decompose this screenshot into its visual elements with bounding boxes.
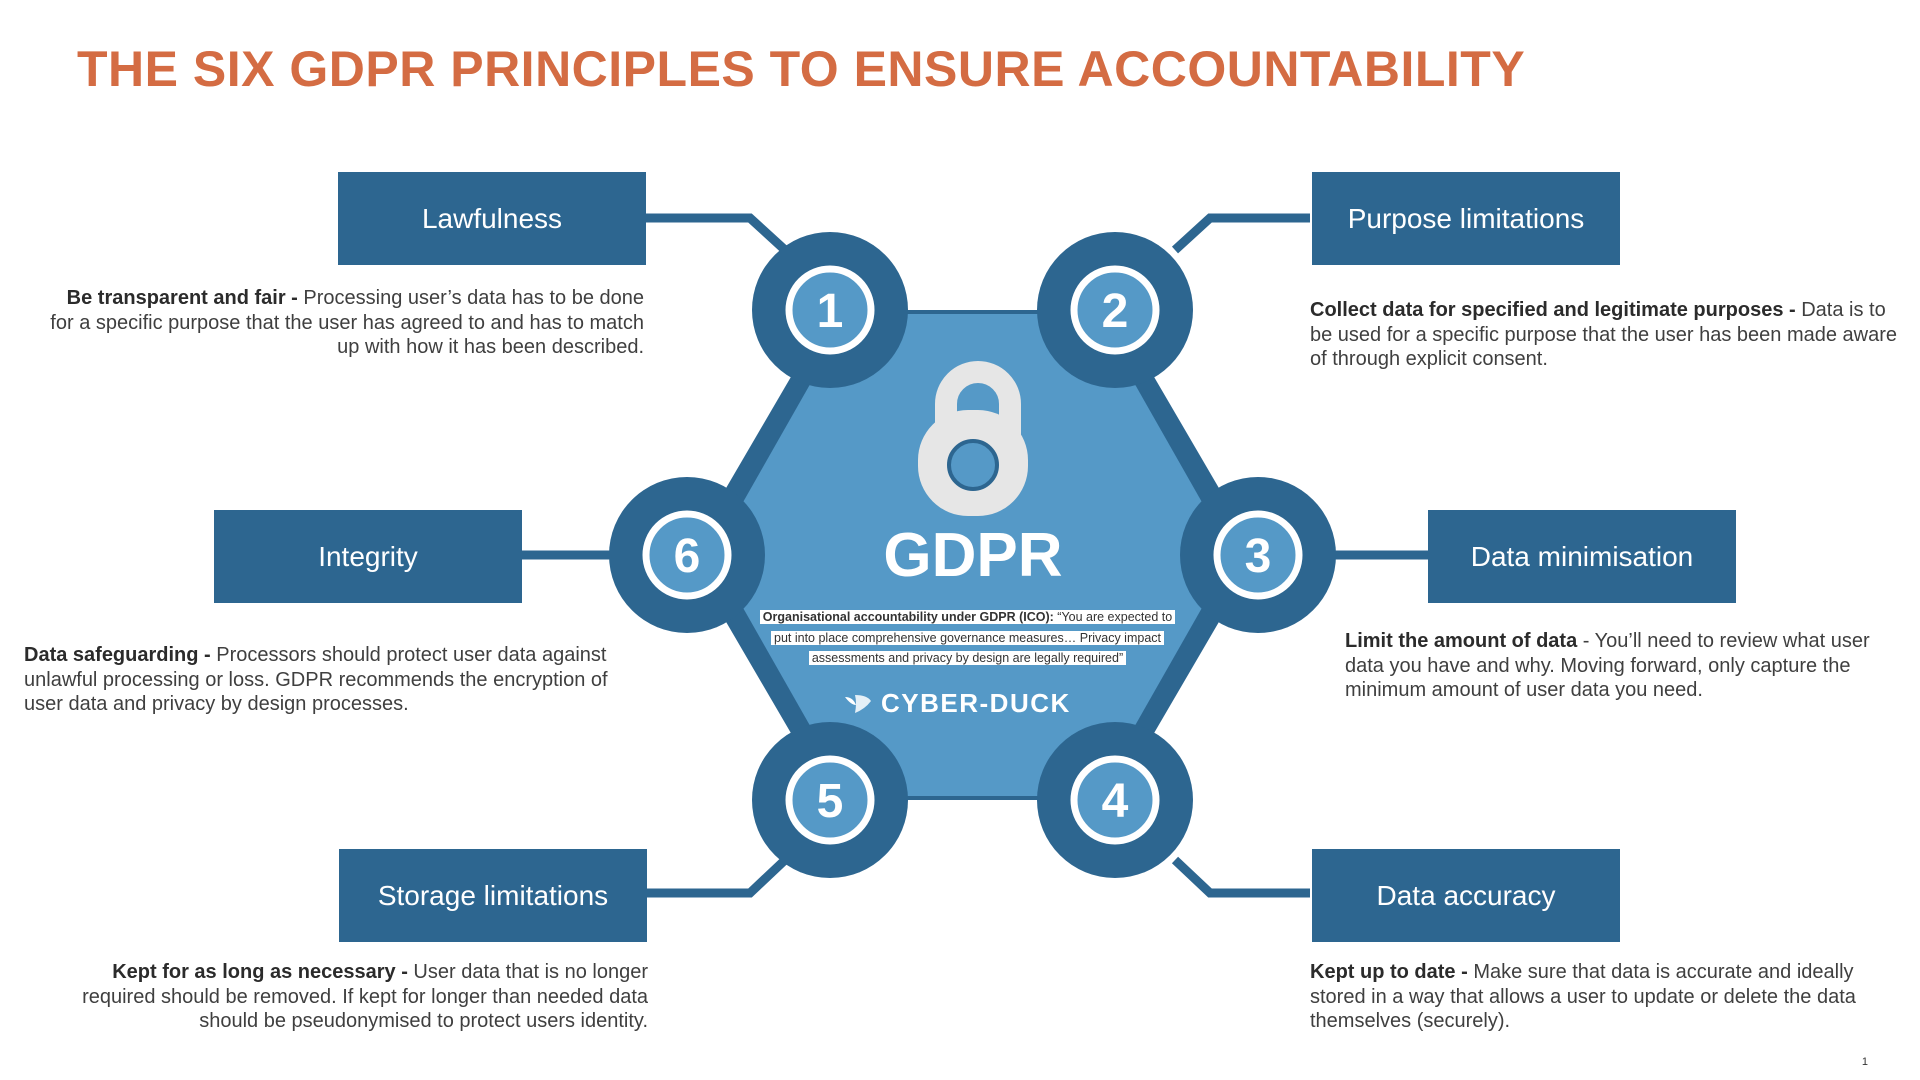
duck-logo-icon <box>845 694 871 713</box>
ico-quote-lead: Organisational accountability under GDPR… <box>762 610 1054 624</box>
principle-desc-lead: Be transparent and fair - <box>66 287 298 309</box>
principle-desc-text: Data is to be used for a specific purpos… <box>1310 299 1898 370</box>
principle-desc-integrity: Data safeguarding - Processors should pr… <box>24 643 644 717</box>
principle-desc-lead: Data safeguarding - <box>24 644 211 666</box>
principle-desc-lead: Kept up to date - <box>1310 961 1468 983</box>
principle-desc-text: - You’ll need to review what user data y… <box>1345 630 1870 701</box>
badge-number-4: 4 <box>1102 775 1129 828</box>
badge-number-3: 3 <box>1245 530 1272 583</box>
badge-1: 1 <box>752 232 908 388</box>
principle-desc-lead: Collect data for specified and legitimat… <box>1310 299 1796 321</box>
principle-desc-lead: Limit the amount of data <box>1345 630 1578 652</box>
padlock-icon <box>918 361 1028 516</box>
principle-desc-text: Processors should protect user data agai… <box>24 644 608 715</box>
badge-2: 2 <box>1037 232 1193 388</box>
principle-desc-lawfulness: Be transparent and fair - Processing use… <box>40 286 644 360</box>
badge-4: 4 <box>1037 722 1193 878</box>
gdpr-label: GDPR <box>883 521 1062 590</box>
principle-box-data-accuracy: Data accuracy <box>1312 849 1620 942</box>
principle-desc-purpose-limitations: Collect data for specified and legitimat… <box>1310 298 1900 372</box>
principle-desc-lead: Kept for as long as necessary - <box>112 961 408 983</box>
connector-lines <box>520 213 1430 898</box>
badge-number-2: 2 <box>1102 285 1129 338</box>
page-title: THE SIX GDPR PRINCIPLES TO ENSURE ACCOUN… <box>77 41 1526 97</box>
principle-desc-text: Make sure that data is accurate and idea… <box>1310 961 1856 1032</box>
badge-number-1: 1 <box>817 285 844 338</box>
badge-3: 3 <box>1180 477 1336 633</box>
principle-box-integrity: Integrity <box>214 510 522 603</box>
principle-desc-storage-limitations: Kept for as long as necessary - User dat… <box>40 960 648 1034</box>
principle-desc-text: Processing user’s data has to be done fo… <box>50 287 644 358</box>
badge-6: 6 <box>609 477 765 633</box>
badge-number-6: 6 <box>674 530 701 583</box>
badge-5: 5 <box>752 722 908 878</box>
principle-desc-text: User data that is no longer required sho… <box>82 961 648 1032</box>
ico-quote: Organisational accountability under GDPR… <box>755 607 1180 669</box>
principle-box-storage-limitations: Storage limitations <box>339 849 647 942</box>
badge-number-5: 5 <box>817 775 844 828</box>
page-number: 1 <box>1861 1056 1868 1068</box>
brand-name: CYBER-DUCK <box>881 688 1071 718</box>
principle-box-data-minimisation: Data minimisation <box>1428 510 1736 603</box>
principle-box-lawfulness: Lawfulness <box>338 172 646 265</box>
cyber-duck-logo: CYBER-DUCK <box>843 688 1071 719</box>
ico-quote-text: “You are expected to put into place comp… <box>774 610 1173 665</box>
hexagon-inner <box>713 314 1232 796</box>
principle-desc-data-accuracy: Kept up to date - Make sure that data is… <box>1310 960 1870 1034</box>
principle-desc-data-minimisation: Limit the amount of data - You’ll need t… <box>1345 629 1901 703</box>
principle-box-purpose-limitations: Purpose limitations <box>1312 172 1620 265</box>
